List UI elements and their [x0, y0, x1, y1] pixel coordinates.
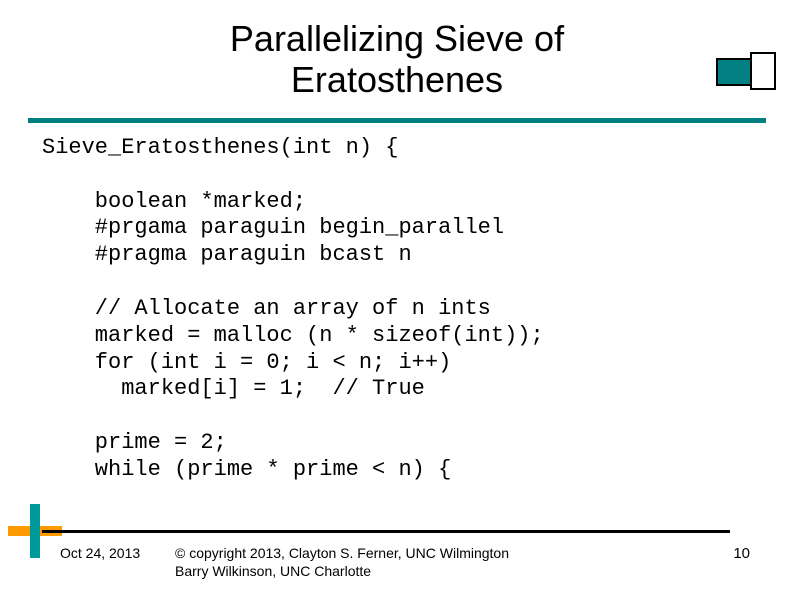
footer-date: Oct 24, 2013 — [60, 545, 175, 561]
title-divider — [28, 118, 766, 123]
slide: Parallelizing Sieve of Eratosthenes Siev… — [0, 0, 794, 595]
footer-divider — [42, 530, 730, 533]
copyright-line1: © copyright 2013, Clayton S. Ferner, UNC… — [175, 545, 509, 561]
cross-vertical — [30, 504, 40, 558]
decoration-white-box — [750, 52, 776, 90]
slide-title: Parallelizing Sieve of Eratosthenes — [0, 0, 794, 101]
corner-decoration — [716, 52, 776, 92]
title-line2: Eratosthenes — [291, 59, 503, 100]
title-line1: Parallelizing Sieve of — [230, 18, 564, 59]
page-number: 10 — [733, 545, 750, 562]
code-block: Sieve_Eratosthenes(int n) { boolean *mar… — [42, 135, 544, 484]
footer-copyright: © copyright 2013, Clayton S. Ferner, UNC… — [175, 545, 760, 580]
footer: Oct 24, 2013 © copyright 2013, Clayton S… — [60, 545, 760, 580]
copyright-line2: Barry Wilkinson, UNC Charlotte — [175, 563, 371, 579]
